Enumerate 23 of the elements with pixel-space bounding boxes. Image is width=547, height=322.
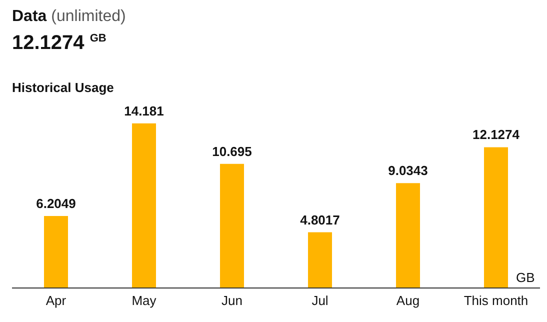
x-tick-label: Jul	[312, 293, 328, 308]
bar	[396, 183, 420, 288]
text: 12.1274 $^{GB}$	[12, 32, 106, 55]
x-tick-label: Apr	[46, 293, 67, 308]
bar	[484, 147, 508, 288]
x-tick-label: This month	[464, 293, 528, 308]
data-label: 14.181	[124, 103, 164, 118]
chart-subtitle: (unlimited)	[51, 8, 126, 25]
text: Historical Usage	[12, 80, 114, 95]
data-label: 4.8017	[300, 212, 340, 228]
bar	[44, 216, 68, 288]
bar	[132, 123, 156, 288]
data-label: 10.695	[212, 144, 252, 159]
bar	[220, 164, 244, 288]
x-tick-label: May	[132, 293, 157, 308]
chart-title: Data	[12, 8, 47, 25]
x-tick-label: Jun	[222, 293, 242, 308]
x-tick-label: Aug	[396, 293, 420, 308]
bar	[308, 232, 332, 288]
y-axis-title: GB	[516, 270, 535, 285]
data-label: 6.2049	[36, 196, 76, 211]
data-label: 9.0343	[388, 163, 428, 178]
data-label: 12.1274	[472, 127, 520, 142]
